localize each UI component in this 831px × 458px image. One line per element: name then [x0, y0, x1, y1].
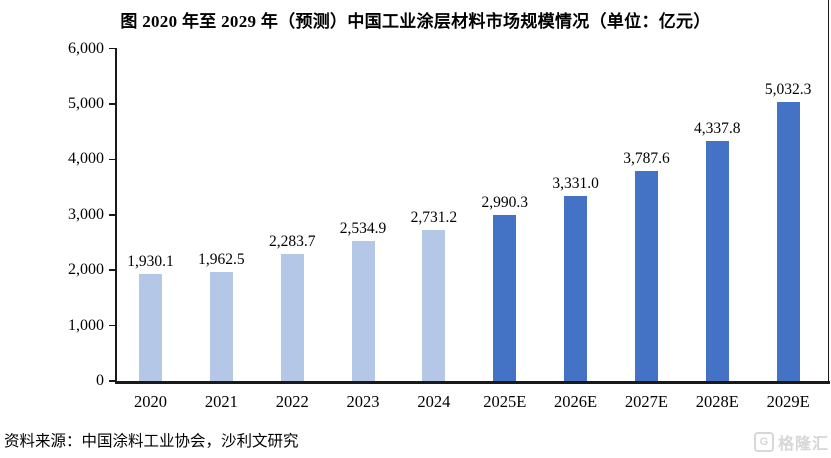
bar-2022: [280, 254, 304, 381]
bar-value-label: 3,331.0: [552, 175, 599, 193]
y-axis-label: 4,000: [68, 150, 104, 168]
x-axis-label: 2025E: [483, 392, 527, 411]
y-axis-tick: [109, 158, 117, 161]
source-note: 资料来源：中国涂料工业协会，沙利文研究: [4, 433, 299, 450]
x-axis-label: 2024: [417, 392, 451, 411]
bar-value-label: 4,337.8: [694, 119, 741, 137]
x-axis-label: 2020: [134, 392, 167, 411]
bar-2025E: [493, 215, 517, 381]
bar-value-label: 1,962.5: [198, 251, 245, 269]
bar-2028E: [705, 140, 729, 381]
x-axis-line: [115, 381, 830, 384]
y-axis-label: 0: [96, 372, 104, 389]
bar-value-label: 2,731.2: [410, 208, 458, 226]
y-axis-label: 1,000: [68, 316, 104, 334]
bar-2024: [422, 229, 446, 381]
bar-2026E: [564, 196, 588, 381]
bar-2021: [209, 272, 233, 381]
x-axis-label: 2026E: [554, 392, 598, 411]
bar-value-label: 5,032.3: [764, 81, 812, 99]
plot-right-border: [828, 0, 830, 383]
bar-value-label: 3,787.6: [623, 150, 670, 168]
bar-2020: [139, 274, 162, 381]
watermark-label: 格隆汇: [777, 436, 829, 453]
bar-2023: [351, 240, 375, 381]
bar-value-label: 1,930.1: [127, 253, 174, 271]
y-axis-label: 2,000: [68, 261, 104, 279]
y-axis-tick: [109, 269, 117, 271]
y-axis-tick: [109, 214, 117, 216]
x-axis-label: 2029E: [766, 392, 810, 411]
y-axis-tick: [109, 324, 117, 327]
chart-title: 图 2020 年至 2029 年（预测）中国工业涂层材料市场规模情况（单位：亿元…: [120, 12, 711, 31]
bar-value-label: 2,534.9: [339, 219, 387, 237]
x-axis-label: 2023: [346, 392, 380, 411]
y-axis-label: 6,000: [68, 39, 104, 57]
watermark: G 格隆汇: [753, 430, 829, 454]
bar-value-label: 2,283.7: [268, 233, 316, 251]
x-axis-label: 2028E: [695, 392, 739, 411]
y-axis-tick: [109, 47, 117, 50]
bar-2029E: [776, 102, 800, 381]
y-axis-tick: [109, 103, 117, 105]
y-axis-tick: [109, 380, 117, 382]
x-axis-label: 2022: [275, 392, 309, 411]
x-axis-label: 2027E: [624, 392, 668, 411]
y-axis-label: 3,000: [68, 205, 104, 223]
x-axis-label: 2021: [204, 392, 238, 411]
bar-value-label: 2,990.3: [481, 194, 529, 212]
bar-2027E: [634, 171, 658, 381]
gelonghui-logo-icon: G: [753, 432, 774, 452]
y-axis-label: 5,000: [68, 95, 104, 112]
